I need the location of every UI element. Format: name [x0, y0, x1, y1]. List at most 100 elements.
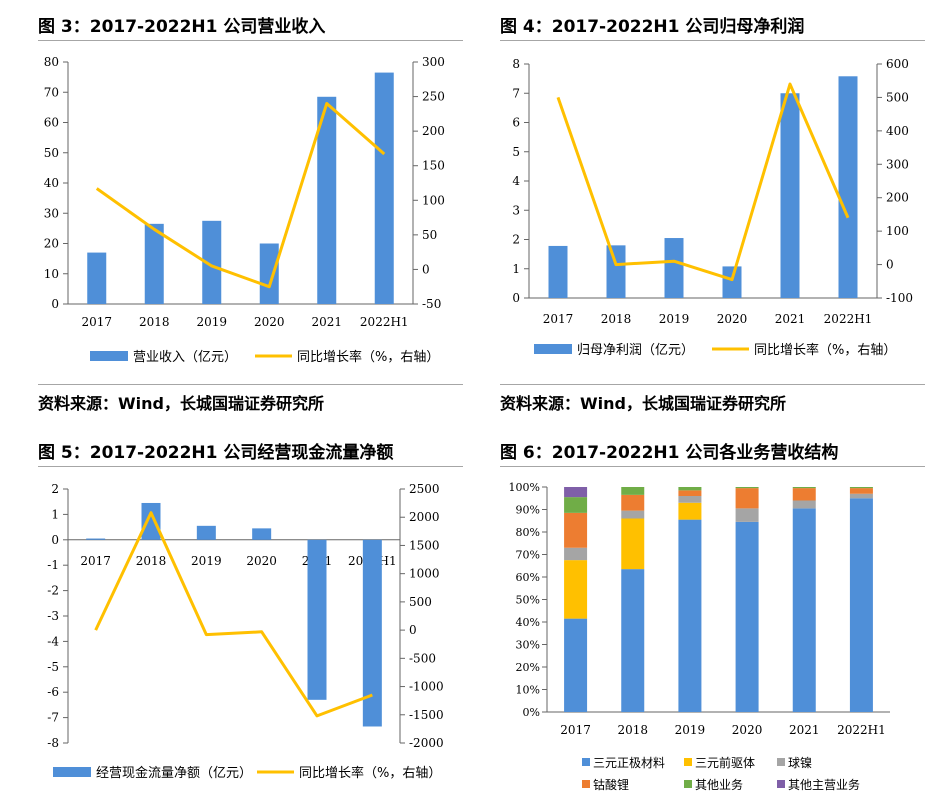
chart4-legend-label: 钴酸锂 — [593, 777, 629, 792]
chart1-legend-bar-swatch — [90, 351, 128, 361]
chart3-right-tick-label: 2500 — [409, 482, 440, 496]
chart2-source: 资料来源：Wind，长城国瑞证券研究所 — [500, 394, 786, 413]
chart2-right-tick-label: 0 — [886, 258, 894, 272]
chart1-right-tick-label: -50 — [422, 297, 441, 311]
chart4-stack-segment — [678, 490, 702, 496]
chart4-category-label: 2019 — [675, 723, 706, 737]
chart3-legend-bar-swatch — [53, 767, 91, 777]
chart4-stack-segment — [564, 560, 588, 619]
chart1-category-label: 2020 — [254, 315, 285, 329]
chart2-bar — [664, 238, 684, 298]
chart4-stack-segment — [564, 512, 588, 548]
chart4-legend-swatch — [684, 780, 692, 788]
chart1-category-label: 2022H1 — [360, 315, 409, 329]
chart1-bar — [259, 243, 279, 304]
chart3-left-tick-label: -2 — [47, 584, 59, 598]
chart4-legend-label: 三元前驱体 — [695, 755, 755, 770]
chart4-stack-segment — [735, 487, 759, 489]
chart3-right-tick-label: 1000 — [409, 567, 440, 581]
chart3-bar — [362, 539, 382, 727]
chart2-right-tick-label: 100 — [886, 224, 909, 238]
chart4-category-label: 2021 — [789, 723, 820, 737]
chart2-left-tick-label: 3 — [512, 203, 520, 217]
chart4-stack-segment — [564, 618, 588, 712]
chart4-legend-swatch — [582, 780, 590, 788]
chart1-left-tick-label: 0 — [51, 297, 59, 311]
chart2-category-label: 2021 — [775, 312, 806, 326]
chart4-stack-segment — [792, 488, 816, 501]
chart1-right-tick-label: 0 — [422, 262, 430, 276]
chart1-category-label: 2019 — [196, 315, 227, 329]
chart4-legend-label: 其他主营业务 — [788, 777, 860, 792]
chart4-stack-segment — [735, 508, 759, 522]
chart1-category-label: 2021 — [311, 315, 342, 329]
chart2-category-label: 2020 — [717, 312, 748, 326]
chart2-bar — [838, 76, 858, 298]
chart4-legend-label: 其他业务 — [695, 777, 743, 792]
chart3-left-tick-label: -8 — [47, 736, 59, 750]
chart1-right-tick-label: 150 — [422, 159, 445, 173]
chart1-bar — [87, 252, 107, 304]
chart1-left-tick-label: 10 — [44, 267, 59, 281]
chart2-right-tick-label: 200 — [886, 191, 909, 205]
chart3-left-tick-label: -3 — [47, 609, 59, 623]
chart4-legend-swatch — [582, 758, 590, 766]
chart4-stack-segment — [678, 496, 702, 503]
chart4-stack-segment — [621, 569, 645, 712]
chart1-legend-line-label: 同比增长率（%，右轴） — [297, 349, 439, 365]
chart1-left-tick-label: 60 — [44, 116, 59, 130]
chart3-right-tick-label: 500 — [409, 595, 432, 609]
chart3-bar — [307, 539, 327, 700]
chart4-stack-segment — [621, 494, 645, 511]
chart2-bar — [548, 245, 568, 298]
chart4-title: 图 6：2017-2022H1 公司各业务营收结构 — [500, 443, 839, 463]
chart1-bar — [374, 72, 394, 305]
chart3-right-tick-label: -2000 — [409, 736, 444, 750]
chart4-category-label: 2020 — [732, 723, 763, 737]
chart4-stack-segment — [792, 487, 816, 489]
chart2-left-tick-label: 5 — [512, 145, 520, 159]
chart1-growth-line — [95, 101, 386, 289]
chart2-title: 图 4：2017-2022H1 公司归母净利润 — [500, 17, 805, 37]
chart4-stack-segment — [621, 487, 645, 495]
chart3-right-tick-label: -1000 — [409, 680, 444, 694]
chart3-right-tick-label: -1500 — [409, 708, 444, 722]
chart4-legend-label: 三元正极材料 — [593, 756, 665, 770]
chart4-category-label: 2017 — [560, 723, 591, 737]
chart1-category-label: 2018 — [139, 315, 170, 329]
chart2-right-tick-label: 500 — [886, 90, 909, 104]
chart4-legend-swatch — [777, 780, 785, 788]
chart1-left-tick-label: 80 — [44, 55, 59, 69]
chart4-stack-segment — [621, 518, 645, 570]
chart4-stack-segment — [621, 510, 645, 519]
chart3-legend-bar-label: 经营现金流量净额（亿元） — [96, 765, 252, 781]
chart1-left-tick-label: 20 — [44, 237, 59, 251]
chart4-stack-segment — [735, 521, 759, 712]
chart1-bar — [144, 223, 164, 304]
chart1-right-tick-label: 200 — [422, 124, 445, 138]
chart4-legend-swatch — [777, 758, 785, 766]
chart2-right-tick-label: -100 — [886, 291, 913, 305]
chart2-category-label: 2018 — [601, 312, 632, 326]
chart2-category-label: 2017 — [543, 312, 574, 326]
chart3-bar — [196, 525, 216, 540]
chart4-stack-segment — [792, 500, 816, 509]
chart3-right-tick-label: 0 — [409, 623, 417, 637]
chart2-bar — [606, 245, 626, 298]
chart4-category-label: 2022H1 — [837, 723, 886, 737]
chart4-stack-segment — [735, 488, 759, 509]
chart1-left-tick-label: 50 — [44, 146, 59, 160]
chart2-category-label: 2022H1 — [824, 312, 873, 326]
chart3-left-tick-label: 1 — [51, 507, 59, 521]
chart3-legend-line-label: 同比增长率（%，右轴） — [299, 765, 441, 781]
chart4-left-tick-label: 90% — [516, 504, 540, 517]
chart4-left-tick-label: 10% — [516, 684, 540, 697]
chart1-source: 资料来源：Wind，长城国瑞证券研究所 — [38, 394, 324, 413]
chart4-left-tick-label: 0% — [523, 706, 540, 719]
chart2-category-label: 2019 — [659, 312, 690, 326]
chart1-source-rule — [38, 384, 463, 385]
chart4-left-tick-label: 50% — [516, 594, 540, 607]
chart1-right-tick-label: 100 — [422, 193, 445, 207]
chart4-stack-segment — [564, 497, 588, 513]
